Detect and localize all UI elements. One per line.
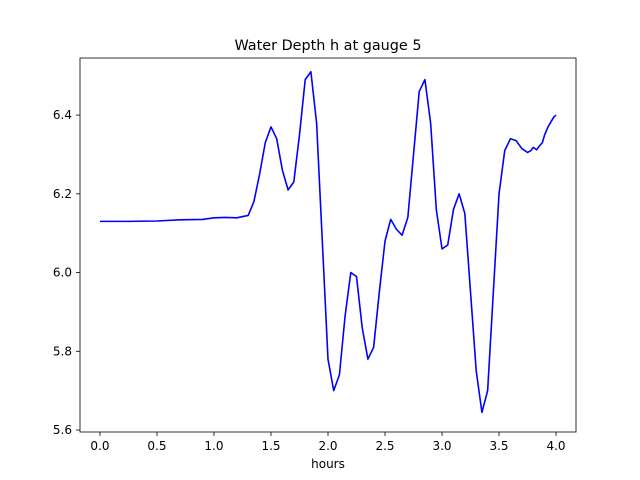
x-axis-label: hours (311, 457, 345, 471)
axes-layer: 0.0 0.5 1.0 1.5 2.0 2.5 3.0 3.5 4.0 5.6 5.8 6.0 6.2 6… (53, 57, 577, 453)
x-tick-label: 2.5 (375, 439, 394, 453)
y-tick-label: 6.2 (53, 187, 72, 201)
series-line-0 (99, 70, 557, 414)
x-tick-label: 2.0 (318, 439, 337, 453)
chart-title: Water Depth h at gauge 5 (234, 38, 421, 54)
x-tick-label: 4.0 (546, 439, 565, 453)
x-tick-label: 0.0 (90, 439, 109, 453)
x-tick-label: 3.0 (432, 439, 451, 453)
y-tick-label: 5.8 (53, 344, 72, 358)
y-tick-label: 5.6 (53, 423, 72, 437)
x-tick-label: 1.0 (204, 439, 223, 453)
x-tick-label: 1.5 (261, 439, 280, 453)
y-tick-label: 6.0 (53, 266, 72, 280)
x-tick-label: 0.5 (147, 439, 166, 453)
x-tick-label: 3.5 (489, 439, 508, 453)
plot-area (80, 58, 576, 432)
y-tick-label: 6.4 (53, 108, 72, 122)
series-layer (99, 70, 557, 414)
